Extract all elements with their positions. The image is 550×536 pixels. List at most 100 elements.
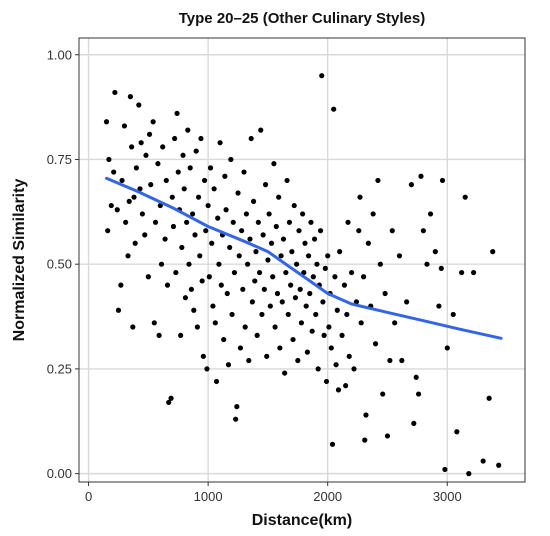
data-point xyxy=(307,290,313,297)
data-point xyxy=(217,140,223,146)
data-point xyxy=(418,173,424,179)
data-point xyxy=(143,152,149,158)
data-point xyxy=(150,119,156,125)
data-point xyxy=(108,202,114,209)
data-point xyxy=(139,211,145,217)
data-point xyxy=(328,345,334,351)
data-point xyxy=(341,282,348,288)
data-point xyxy=(193,148,199,154)
data-point xyxy=(170,223,177,230)
data-point xyxy=(301,269,307,276)
data-point xyxy=(146,131,153,137)
data-point xyxy=(470,269,477,276)
data-point xyxy=(228,156,234,163)
data-point xyxy=(137,186,143,192)
data-point xyxy=(289,249,295,255)
data-point xyxy=(207,165,214,171)
data-point xyxy=(256,269,263,276)
data-point xyxy=(294,261,300,267)
data-point xyxy=(459,269,465,276)
data-point xyxy=(319,73,325,79)
data-point xyxy=(180,152,186,158)
y-tick-label: 0.00 xyxy=(47,466,72,481)
data-point xyxy=(175,169,181,175)
data-point xyxy=(284,177,290,184)
data-point xyxy=(221,336,227,343)
data-point xyxy=(258,127,264,133)
data-point xyxy=(235,190,241,196)
data-point xyxy=(332,274,338,280)
data-point xyxy=(185,127,191,133)
x-axis-title: Distance(km) xyxy=(252,512,352,529)
data-point xyxy=(317,228,324,234)
data-point xyxy=(295,357,301,364)
data-point xyxy=(234,404,240,410)
data-point xyxy=(424,261,430,267)
data-point xyxy=(404,299,410,305)
data-point xyxy=(278,253,284,259)
data-point xyxy=(286,219,293,225)
data-point xyxy=(215,215,221,221)
data-point xyxy=(326,324,332,330)
data-point xyxy=(194,324,200,330)
data-point xyxy=(415,391,422,397)
data-point xyxy=(240,286,246,292)
gridlines xyxy=(79,38,525,482)
data-point xyxy=(261,286,267,292)
data-point xyxy=(179,244,185,251)
data-point xyxy=(252,278,258,284)
data-point xyxy=(304,349,310,355)
data-point xyxy=(314,261,320,267)
data-point xyxy=(408,182,415,188)
trend-line xyxy=(105,176,503,340)
data-point xyxy=(321,332,327,338)
data-point xyxy=(162,236,168,242)
data-point xyxy=(199,278,205,284)
data-point xyxy=(310,274,316,280)
data-point xyxy=(158,261,165,267)
data-point xyxy=(227,244,233,251)
data-point xyxy=(357,194,363,200)
data-point xyxy=(351,366,357,372)
data-point xyxy=(260,232,266,238)
data-point xyxy=(349,269,355,276)
data-point xyxy=(248,135,254,142)
data-point xyxy=(129,144,135,150)
data-point xyxy=(329,441,336,447)
data-point xyxy=(450,311,456,318)
data-point xyxy=(268,240,275,246)
data-point xyxy=(237,345,244,351)
data-point xyxy=(490,249,496,255)
data-point xyxy=(362,437,368,443)
data-point xyxy=(305,253,312,259)
data-point xyxy=(311,236,318,242)
data-point xyxy=(322,265,328,271)
data-point xyxy=(200,353,206,359)
data-point xyxy=(387,357,393,364)
data-point xyxy=(244,261,251,267)
data-point xyxy=(302,240,308,246)
data-point xyxy=(427,211,434,217)
data-point xyxy=(222,173,228,179)
data-point xyxy=(242,324,248,330)
data-point xyxy=(142,232,148,238)
data-point xyxy=(420,228,426,234)
data-point xyxy=(344,311,350,318)
data-point xyxy=(272,324,278,330)
data-point xyxy=(353,299,360,305)
data-point xyxy=(201,177,208,184)
data-point xyxy=(114,207,120,213)
data-point xyxy=(173,269,179,276)
data-point xyxy=(277,345,283,351)
data-point xyxy=(496,462,502,468)
data-point xyxy=(192,232,198,238)
data-point xyxy=(438,265,444,271)
data-point xyxy=(276,194,282,200)
y-tick-label: 0.50 xyxy=(47,257,72,272)
data-point xyxy=(181,186,187,192)
data-point xyxy=(365,240,371,246)
data-point xyxy=(370,211,376,217)
data-point xyxy=(358,320,364,326)
data-point xyxy=(164,282,171,288)
data-point xyxy=(411,420,417,426)
